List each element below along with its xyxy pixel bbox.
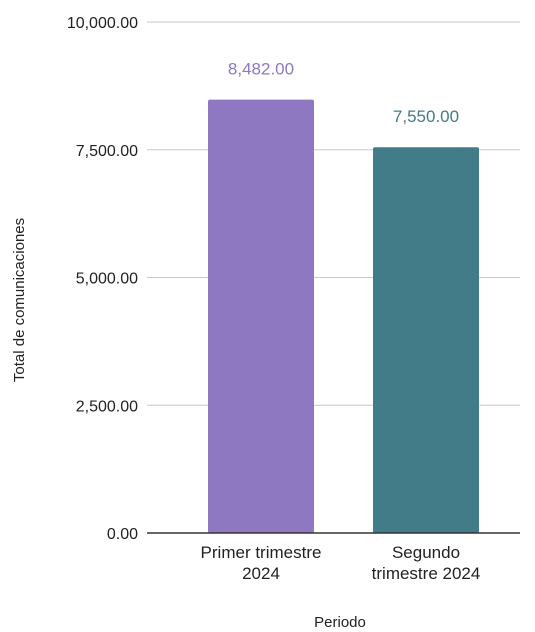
y-tick-label: 2,500.00 xyxy=(76,398,138,415)
y-tick-label: 10,000.00 xyxy=(67,15,138,32)
x-category-label: trimestre 2024 xyxy=(372,564,481,583)
data-label: 7,550.00 xyxy=(393,107,459,126)
data-labels: 8,482.00 7,550.00 xyxy=(228,60,459,127)
y-axis-title: Total de comunicaciones xyxy=(11,218,28,382)
x-category-label: 2024 xyxy=(242,564,280,583)
y-tick-labels: 0.00 2,500.00 5,000.00 7,500.00 10,000.00 xyxy=(67,15,138,543)
x-category-labels: Primer trimestre 2024 Segundo trimestre 202… xyxy=(201,543,481,583)
x-category-label: Primer trimestre xyxy=(201,543,322,562)
bar xyxy=(208,99,314,534)
x-category-label: Segundo xyxy=(392,543,460,562)
data-label: 8,482.00 xyxy=(228,60,294,79)
y-tick-label: 7,500.00 xyxy=(76,143,138,160)
bar xyxy=(373,147,479,533)
y-tick-label: 0.00 xyxy=(107,526,138,543)
y-tick-label: 5,000.00 xyxy=(76,271,138,288)
x-axis-title: Periodo xyxy=(314,614,366,631)
bars xyxy=(208,99,479,534)
